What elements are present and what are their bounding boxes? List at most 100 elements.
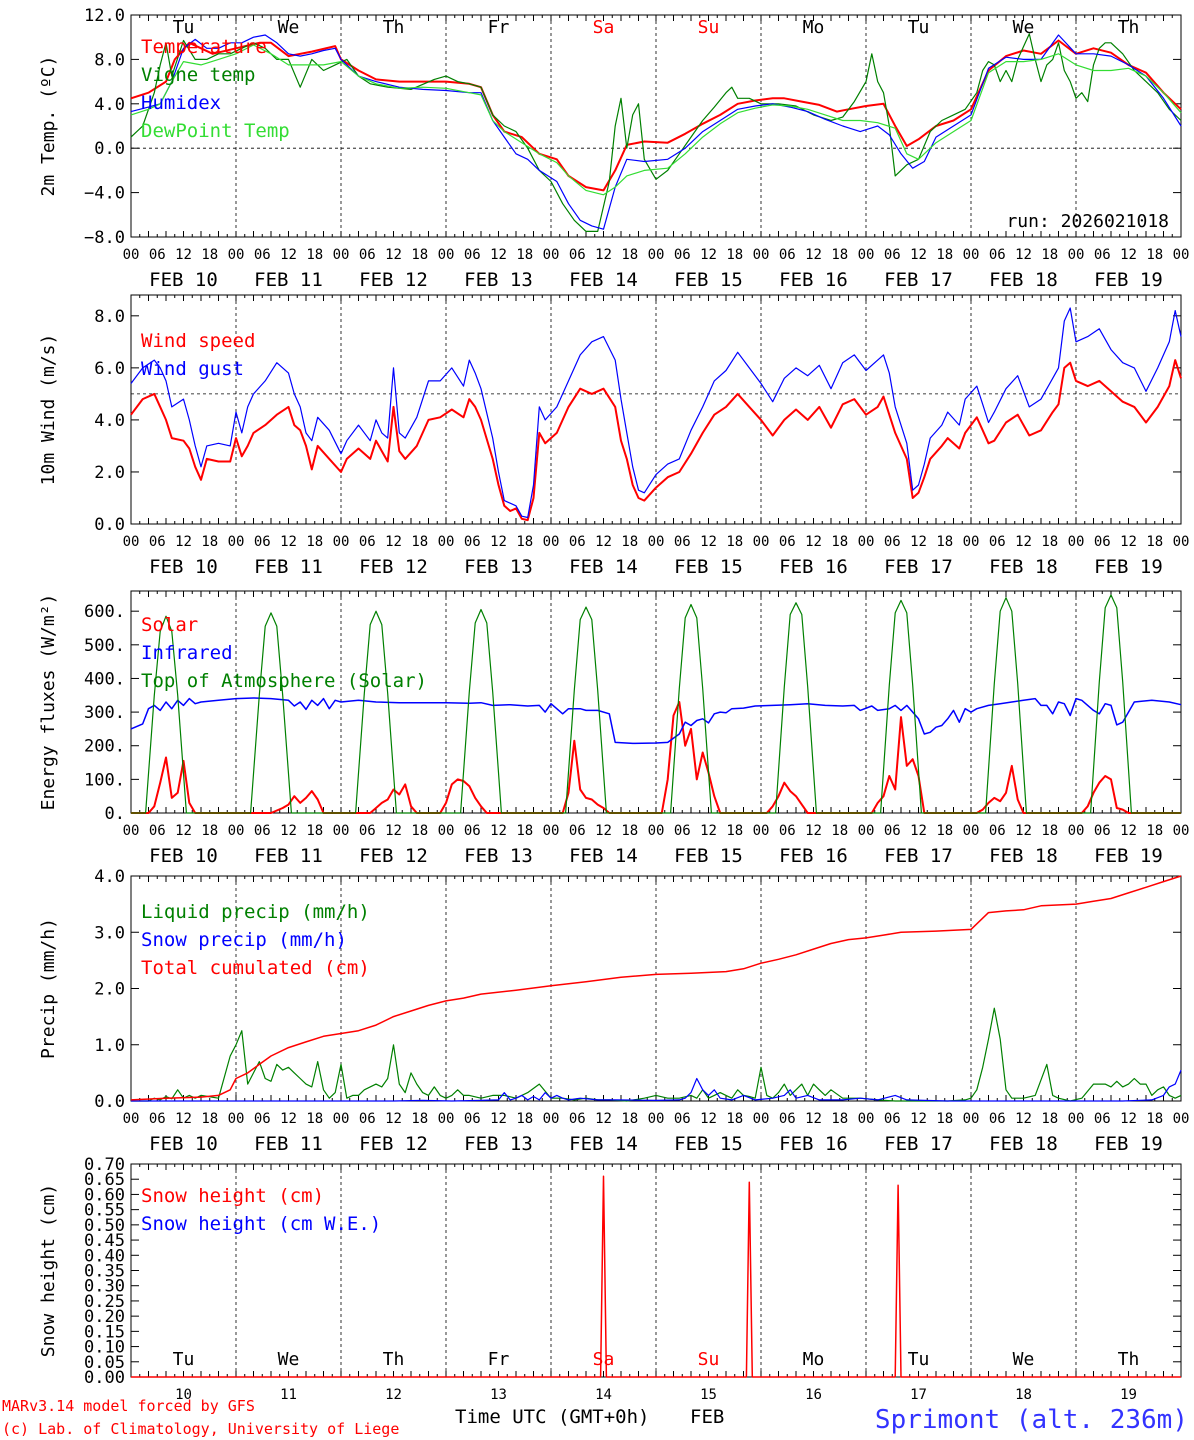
day-number-label: 11	[280, 1387, 297, 1403]
legend-entry: Snow height (cm W.E.)	[141, 1213, 381, 1235]
hour-tick-label: 18	[1146, 1111, 1163, 1127]
hour-tick-label: 18	[621, 823, 638, 839]
day-of-week-label: Sa	[593, 17, 615, 38]
hour-tick-label: 06	[779, 1111, 796, 1127]
series-line-vigne-temp	[130, 33, 1182, 232]
hour-tick-label: 00	[333, 823, 350, 839]
date-label: FEB 16	[779, 269, 848, 291]
day-of-week-label: Su	[698, 1349, 720, 1370]
hour-tick-label: 06	[569, 823, 586, 839]
hour-tick-label: 06	[989, 823, 1006, 839]
hour-tick-label: 06	[464, 247, 481, 263]
y-tick-label: 400.	[84, 669, 125, 689]
date-label: FEB 13	[464, 269, 533, 291]
hour-tick-label: 12	[700, 1111, 717, 1127]
hour-tick-label: 12	[175, 247, 192, 263]
date-label: FEB 16	[779, 1133, 848, 1155]
hour-tick-label: 12	[175, 823, 192, 839]
hour-tick-label: 00	[543, 534, 560, 550]
hour-tick-label: 00	[648, 247, 665, 263]
hour-tick-label: 18	[1146, 534, 1163, 550]
y-tick-label: 0.15	[84, 1322, 125, 1342]
hour-tick-label: 18	[1041, 823, 1058, 839]
date-label: FEB 13	[464, 845, 533, 867]
hour-tick-label: 18	[831, 534, 848, 550]
y-tick-label: 0.0	[94, 515, 125, 535]
hour-tick-label: 00	[1173, 247, 1190, 263]
hour-tick-label: 18	[936, 823, 953, 839]
hour-tick-label: 06	[884, 534, 901, 550]
legend-entry: Snow height (cm)	[141, 1185, 324, 1207]
legend-entry: Infrared	[141, 642, 233, 664]
day-of-week-label: We	[1013, 17, 1035, 38]
hour-tick-label: 06	[779, 534, 796, 550]
date-label: FEB 12	[359, 269, 428, 291]
legend-entry: Temperature	[141, 36, 267, 58]
day-of-week-label: Mo	[803, 1349, 825, 1370]
date-label: FEB 10	[149, 556, 218, 578]
series-line-snow-precip-mm-h	[131, 1069, 1182, 1102]
footer-lab-credit: (c) Lab. of Climatology, University of L…	[2, 1420, 399, 1438]
hour-tick-label: 00	[228, 1111, 245, 1127]
hour-tick-label: 18	[1041, 534, 1058, 550]
y-tick-label: 3.0	[94, 923, 125, 943]
date-label: FEB 17	[884, 845, 953, 867]
hour-tick-label: 18	[411, 823, 428, 839]
date-label: FEB 12	[359, 845, 428, 867]
legend-entry: Liquid precip (mm/h)	[141, 901, 370, 923]
hour-tick-label: 00	[858, 534, 875, 550]
station-title: Sprimont (alt. 236m)	[875, 1405, 1188, 1435]
day-of-week-label: Tu	[173, 17, 195, 38]
date-label: FEB 18	[989, 269, 1058, 291]
x-axis-month: FEB	[690, 1406, 724, 1428]
series-line-wind-gust	[130, 307, 1182, 519]
hour-tick-label: 06	[359, 1111, 376, 1127]
hour-tick-label: 18	[201, 534, 218, 550]
series-line-total-cumulated-cm	[130, 875, 1182, 1101]
hour-tick-label: 00	[333, 1111, 350, 1127]
hour-tick-label: 12	[175, 1111, 192, 1127]
date-label: FEB 17	[884, 556, 953, 578]
panel-temp: −8.0 −4.0 0.0 4.0 8.0 12.0 2m Temp. (ºC) Tu We Th…	[38, 6, 1189, 291]
y-tick-label: 2.0	[94, 463, 125, 483]
hour-tick-label: 18	[1041, 1111, 1058, 1127]
date-label: FEB 15	[674, 556, 743, 578]
hour-tick-label: 00	[1173, 534, 1190, 550]
hour-tick-label: 12	[910, 1111, 927, 1127]
hour-tick-label: 18	[936, 534, 953, 550]
hour-tick-label: 18	[831, 823, 848, 839]
hour-tick-label: 06	[254, 1111, 271, 1127]
series-line-wind-speed	[130, 359, 1182, 522]
y-tick-label: 0.30	[84, 1277, 125, 1297]
day-of-week-label: Fr	[488, 17, 510, 38]
hour-tick-label: 06	[989, 247, 1006, 263]
day-of-week-label: Su	[698, 17, 720, 38]
day-of-week-label: We	[1013, 1349, 1035, 1370]
y-tick-label: 0.00	[84, 1368, 125, 1388]
hour-tick-label: 18	[726, 247, 743, 263]
hour-tick-label: 12	[385, 247, 402, 263]
y-tick-label: 0.25	[84, 1292, 125, 1312]
date-label: FEB 19	[1094, 556, 1163, 578]
y-tick-label: −4.0	[84, 184, 125, 204]
series-line-infrared	[130, 697, 1182, 745]
hour-tick-label: 18	[201, 1111, 218, 1127]
hour-tick-label: 06	[1094, 534, 1111, 550]
y-axis-label: Precip (mm/h)	[38, 918, 59, 1059]
date-label: FEB 12	[359, 556, 428, 578]
date-label: FEB 19	[1094, 845, 1163, 867]
hour-tick-label: 12	[805, 247, 822, 263]
hour-tick-label: 12	[1120, 534, 1137, 550]
hour-tick-label: 06	[779, 823, 796, 839]
date-label: FEB 13	[464, 556, 533, 578]
hour-tick-label: 12	[595, 1111, 612, 1127]
series-line-solar	[131, 701, 1181, 814]
hour-tick-label: 06	[254, 247, 271, 263]
series-line-dewpoint-temp	[130, 44, 1182, 196]
day-of-week-label: Fr	[488, 1349, 510, 1370]
y-tick-label: 0.65	[84, 1170, 125, 1190]
hour-tick-label: 00	[858, 823, 875, 839]
hour-tick-label: 06	[464, 534, 481, 550]
y-tick-label: 0.0	[94, 1092, 125, 1112]
hour-tick-label: 12	[490, 1111, 507, 1127]
